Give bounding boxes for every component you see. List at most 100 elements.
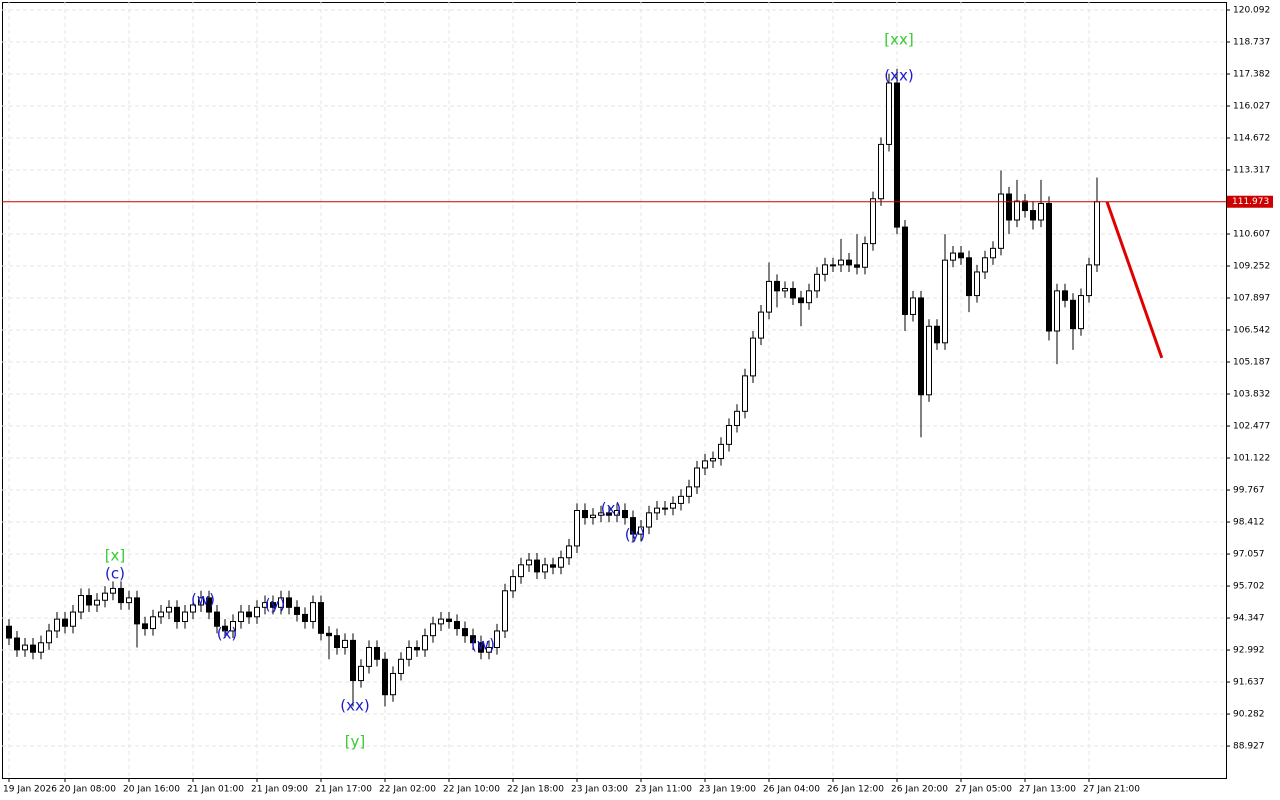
y-tick-label: 113.317	[1233, 165, 1270, 175]
candle-body	[294, 606, 300, 615]
candle-body	[606, 512, 612, 516]
candle-body	[630, 517, 636, 535]
candle-body	[622, 510, 628, 519]
wave-label: (w)	[471, 635, 495, 653]
candle-body	[342, 639, 348, 648]
candle-body	[918, 297, 924, 396]
candle-body	[390, 672, 396, 696]
x-tick-label: 22 Jan 02:00	[379, 785, 436, 795]
candle-body	[742, 375, 748, 412]
price-label: 111.973	[1232, 197, 1269, 207]
candle-body	[886, 82, 892, 145]
candle-body	[14, 637, 20, 651]
candle-body	[374, 646, 380, 660]
candle-body	[870, 198, 876, 245]
candle-body	[406, 646, 412, 660]
y-tick-label: 102.477	[1233, 422, 1270, 432]
candle-body	[822, 264, 828, 275]
candle-body	[1046, 202, 1052, 332]
candle-body	[398, 658, 404, 674]
y-tick-label: 88.927	[1233, 742, 1265, 752]
candle-body	[502, 590, 508, 632]
candle-body	[238, 611, 244, 623]
candle-body	[78, 595, 84, 613]
candle-body	[910, 297, 916, 315]
y-tick-label: 107.897	[1233, 294, 1270, 304]
candle-body	[270, 602, 276, 608]
candle-body	[126, 597, 132, 604]
candle-body	[470, 635, 476, 644]
candle-body	[1086, 264, 1092, 297]
candle-body	[1006, 193, 1012, 221]
candle-body	[1038, 202, 1044, 221]
y-tick-label: 98.412	[1233, 518, 1265, 528]
candle-body	[446, 618, 452, 623]
candle-body	[462, 628, 468, 637]
y-tick-label: 94.347	[1233, 614, 1265, 624]
candle-body	[662, 507, 668, 510]
wave-label: [y]	[345, 732, 366, 750]
y-tick-label: 109.252	[1233, 262, 1270, 272]
y-tick-label: 90.282	[1233, 710, 1265, 720]
candle-body	[454, 621, 460, 630]
x-tick-label: 22 Jan 18:00	[507, 785, 564, 795]
candle-body	[550, 564, 556, 568]
candle-body	[646, 512, 652, 528]
candle-body	[246, 611, 252, 618]
candle-body	[894, 82, 900, 228]
candle-body	[1078, 295, 1084, 330]
candle-body	[38, 642, 44, 653]
candle-body	[1054, 290, 1060, 332]
y-tick-label: 97.057	[1233, 550, 1265, 560]
price-label-box	[1227, 195, 1273, 208]
x-tick-label: 20 Jan 08:00	[59, 785, 116, 795]
candle-body	[750, 337, 756, 377]
candle-body	[846, 259, 852, 266]
x-tick-label: 27 Jan 05:00	[955, 785, 1012, 795]
candle-body	[30, 644, 36, 653]
candle-body	[990, 247, 996, 259]
candle-body	[878, 143, 884, 200]
candle-body	[1062, 290, 1068, 301]
candle-body	[1014, 200, 1020, 221]
candle-body	[150, 616, 156, 630]
candle-body	[62, 618, 68, 627]
candle-body	[806, 290, 812, 304]
x-tick-label: 23 Jan 19:00	[699, 785, 756, 795]
candle-body	[694, 467, 700, 488]
candle-body	[46, 630, 52, 644]
candle-body	[766, 280, 772, 313]
x-tick-label: 26 Jan 04:00	[763, 785, 820, 795]
candle-body	[414, 646, 420, 651]
wave-label: (w)	[191, 591, 215, 609]
y-tick-label: 95.702	[1233, 582, 1265, 592]
candle-body	[934, 325, 940, 344]
candle-body	[670, 502, 676, 509]
y-tick-label: 91.637	[1233, 678, 1265, 688]
candle-body	[70, 611, 76, 627]
y-tick-label: 103.832	[1233, 390, 1270, 400]
y-tick-label: 117.382	[1233, 69, 1270, 79]
x-tick-label: 21 Jan 09:00	[251, 785, 308, 795]
y-tick-label: 101.122	[1233, 454, 1270, 464]
candle-body	[678, 495, 684, 504]
candle-body	[206, 597, 212, 613]
candle-body	[830, 264, 836, 267]
candle-body	[382, 658, 388, 696]
candle-body	[222, 625, 228, 632]
candle-body	[174, 606, 180, 623]
candle-body	[310, 602, 316, 623]
candle-body	[926, 325, 932, 396]
x-tick-label: 23 Jan 11:00	[635, 785, 692, 795]
candle-body	[494, 630, 500, 648]
candle-body	[542, 564, 548, 573]
candle-body	[726, 424, 732, 445]
wave-label: (c)	[105, 565, 125, 583]
candle-body	[286, 597, 292, 608]
candle-body	[734, 410, 740, 426]
candle-body	[94, 599, 100, 606]
y-tick-label: 106.542	[1233, 326, 1270, 336]
y-tick-label: 118.737	[1233, 37, 1270, 47]
x-tick-label: 27 Jan 21:00	[1083, 785, 1140, 795]
x-tick-label: 20 Jan 16:00	[123, 785, 180, 795]
